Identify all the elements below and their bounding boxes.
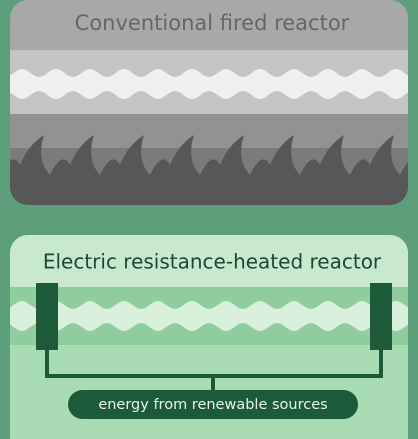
electric-panel	[10, 235, 408, 439]
conventional-panel	[10, 0, 408, 205]
mid-band	[10, 114, 408, 148]
title-band	[10, 235, 408, 287]
chain-path	[10, 301, 408, 331]
flame-shape	[10, 135, 408, 205]
electrode	[36, 283, 58, 350]
energy-label: energy from renewable sources	[98, 397, 327, 413]
energy-pill	[68, 390, 358, 419]
title-band	[10, 0, 408, 50]
flames	[10, 135, 408, 205]
wires	[45, 348, 383, 392]
top-title: Conventional fired reactor	[75, 11, 350, 35]
chain-path	[10, 69, 408, 99]
electrode	[370, 283, 392, 350]
tube-chain	[10, 69, 408, 99]
tube-chain	[10, 301, 408, 331]
bottom-title: Electric resistance-heated reactor	[43, 250, 382, 274]
